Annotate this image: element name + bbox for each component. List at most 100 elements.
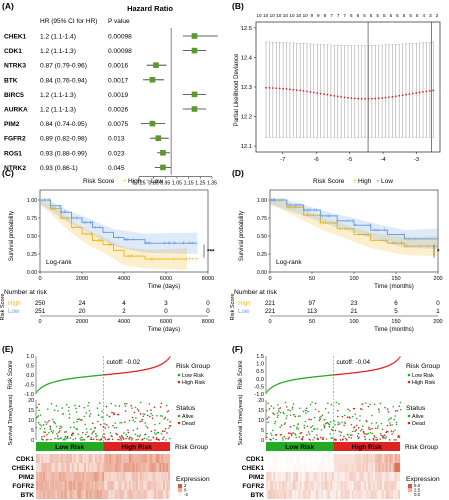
km-censor-mark: + [173, 241, 177, 247]
heatmap-cell [369, 472, 372, 481]
heatmap-cell [44, 463, 47, 472]
heatmap-cell [66, 481, 69, 490]
km-censor-mark: + [84, 232, 88, 238]
heatmap-cell [335, 490, 338, 499]
heatmap-cell [303, 481, 306, 490]
dead-status-point [131, 437, 134, 440]
dead-status-point [345, 438, 348, 441]
alive-status-point [344, 422, 347, 425]
alive-status-point [95, 436, 97, 438]
heatmap-cell [270, 463, 272, 472]
risk-score-point [399, 356, 401, 358]
heatmap-cell [48, 454, 51, 463]
risk-score-point [166, 359, 169, 361]
heatmap-cell [316, 463, 318, 472]
alive-status-point [373, 403, 376, 406]
heatmap-cell [62, 490, 65, 499]
alive-status-point [69, 426, 72, 429]
dead-status-point [265, 436, 268, 439]
dead-status-point [88, 415, 91, 417]
heatmap-cell [96, 490, 99, 499]
alive-status-point [75, 407, 77, 410]
alive-status-point [45, 423, 47, 425]
alive-status-point [39, 414, 42, 416]
alive-status-point [314, 408, 317, 411]
alive-status-point [332, 426, 335, 429]
km-censor-mark: + [289, 205, 293, 211]
heatmap-cell [332, 463, 334, 472]
cv-top-count-label: 5 [390, 13, 393, 18]
cv-mean-point [411, 92, 414, 95]
heatmap-cell [37, 454, 40, 463]
km-censor-mark: + [184, 257, 188, 263]
cv-top-count-label: 10 [296, 13, 302, 18]
alive-status-point [270, 434, 273, 437]
heatmap-cell [71, 481, 74, 490]
heatmap-cell [364, 454, 367, 463]
heatmap-cell [274, 472, 277, 481]
alive-status-point [338, 403, 340, 405]
alive-status-point [291, 408, 294, 410]
km-legend-low-marker: + [146, 178, 150, 185]
forest-col-hr-header: HR (95% CI for HR) [40, 18, 97, 25]
alive-status-point [279, 411, 282, 414]
alive-status-point [297, 428, 300, 430]
alive-status-point [325, 438, 328, 440]
dead-status-point [317, 410, 320, 413]
low-risk-bar [266, 442, 334, 451]
cv-top-count-label: 5 [403, 13, 406, 18]
heatmap-cell [64, 454, 67, 463]
risk-high-count: 23 [351, 300, 358, 307]
heatmap-cell [267, 472, 270, 481]
heatmap-cell [351, 463, 354, 472]
alive-status-point [313, 436, 316, 439]
heatmap-cell [39, 490, 42, 499]
risk-x-tick-label: 150 [391, 319, 400, 325]
heatmap-cell [357, 490, 360, 499]
cv-mean-point [285, 88, 288, 90]
cv-mean-point [398, 94, 401, 97]
km-x-tick-label: 100 [349, 276, 358, 282]
heatmap-cell [330, 481, 333, 490]
heatmap-cell [80, 481, 83, 490]
km-censor-mark: + [344, 227, 348, 233]
heatmap-cell [123, 463, 126, 472]
cv-mean-point [384, 96, 387, 99]
heatmap-cell [303, 490, 306, 499]
km-x-tick-label: 4000 [118, 276, 130, 282]
km-censor-mark: + [272, 198, 276, 204]
heatmap-cell [84, 472, 87, 481]
alive-status-point [354, 413, 357, 415]
alive-status-point [305, 409, 307, 412]
heatmap-cell [96, 481, 99, 490]
heatmap-cell [36, 454, 38, 463]
km-censor-mark: + [182, 241, 186, 247]
alive-status-point [366, 433, 368, 435]
km-legend-low-label: Low [381, 178, 393, 185]
risk-score-point [37, 389, 40, 391]
heatmap-cell [279, 454, 281, 463]
alive-status-point [62, 438, 65, 441]
heatmap-cell [344, 490, 347, 499]
heatmap-cell [134, 490, 137, 499]
dead-status-point [288, 436, 290, 439]
alive-status-point [387, 431, 389, 433]
dead-status-point [398, 436, 401, 439]
forest-gene-label: CHEK1 [4, 34, 27, 41]
heatmap-cell [324, 490, 327, 499]
heatmap-cell [333, 481, 336, 490]
heatmap-cell [98, 454, 101, 463]
panel-d: (D) Risk Score + High + Low0.000.250.500.751… [230, 168, 443, 333]
heatmap-cell [168, 472, 171, 481]
alive-status-point [93, 430, 95, 432]
alive-status-point [76, 428, 79, 430]
risk-x-tick-label: 4000 [118, 319, 130, 325]
heatmap-cell [273, 472, 276, 481]
heatmap-cell [376, 472, 379, 481]
risk-high-count: 6 [394, 300, 398, 307]
heatmap-cell [39, 481, 42, 490]
heatmap-cell [305, 454, 307, 463]
heatmap-cell [103, 472, 106, 481]
heatmap-cell [164, 454, 167, 463]
cv-top-count-label: 10 [256, 13, 262, 18]
